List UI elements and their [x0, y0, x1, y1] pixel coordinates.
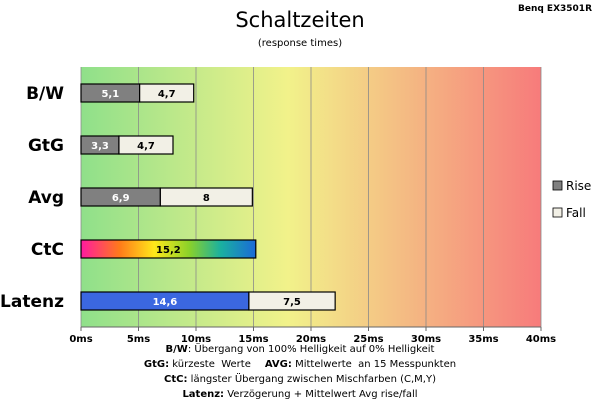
bar-rise	[80, 239, 257, 259]
model-label: Benq EX3501R	[518, 4, 592, 14]
x-tick-label: 40ms	[526, 334, 556, 345]
note-gtg-avg: GtG: kürzeste Werte AVG: Mittelwerte an 1…	[144, 359, 456, 370]
bar-fall-label: 4,7	[137, 141, 155, 152]
category-label: GtG	[28, 136, 64, 156]
bar-rise-label: 5,1	[101, 89, 119, 100]
chart-subtitle: (response times)	[258, 38, 342, 49]
bar-fall	[248, 291, 336, 311]
bars: 5,1 4,7 3,3 4,7 6,9 8 15,2 14,6 7,5	[80, 83, 336, 311]
category-labels: B/W GtG Avg CtC Latenz	[0, 84, 64, 312]
chart-title: Schaltzeiten	[235, 8, 364, 32]
bar-rise-label: 15,2	[156, 245, 181, 256]
note-bw: B/W: Übergang von 100% Helligkeit auf 0%…	[166, 342, 435, 355]
x-tick-label: 5ms	[127, 334, 150, 345]
legend-swatch-fall	[552, 207, 563, 218]
category-label: CtC	[31, 240, 64, 260]
bar-fall	[118, 135, 174, 155]
category-label: Avg	[28, 188, 64, 208]
bar-rise-label: 14,6	[153, 297, 178, 308]
legend: Rise Fall	[552, 179, 591, 220]
x-tick-label: 15ms	[238, 334, 268, 345]
notes: B/W: Übergang von 100% Helligkeit auf 0%…	[144, 342, 456, 400]
bar-fall-label: 4,7	[158, 89, 176, 100]
bar-rise-label: 3,3	[91, 141, 109, 152]
note-latenz: Latenz: Verzögerung + Mittelwert Avg ris…	[182, 389, 417, 400]
bar-fall	[139, 83, 195, 103]
x-tick-label: 30ms	[411, 334, 441, 345]
legend-swatch-rise	[552, 180, 563, 191]
bar-fall-label: 8	[203, 193, 210, 204]
x-tick-label: 20ms	[296, 334, 326, 345]
category-label: Latenz	[0, 292, 64, 312]
x-tick-label: 35ms	[468, 334, 498, 345]
bar-rise-label: 6,9	[112, 193, 130, 204]
category-label: B/W	[26, 84, 64, 104]
bar-fall	[159, 187, 253, 207]
x-tick-label: 25ms	[353, 334, 383, 345]
legend-label-fall: Fall	[566, 206, 586, 220]
note-ctc: CtC: längster Übergang zwischen Mischfar…	[164, 372, 436, 385]
legend-label-rise: Rise	[566, 179, 591, 193]
x-tick-label: 0ms	[69, 334, 92, 345]
bar-fall-label: 7,5	[283, 297, 301, 308]
x-axis-ticks: 0ms 5ms 10ms 15ms 20ms 25ms 30ms 35ms 40ms	[69, 327, 556, 345]
x-tick-label: 10ms	[181, 334, 211, 345]
